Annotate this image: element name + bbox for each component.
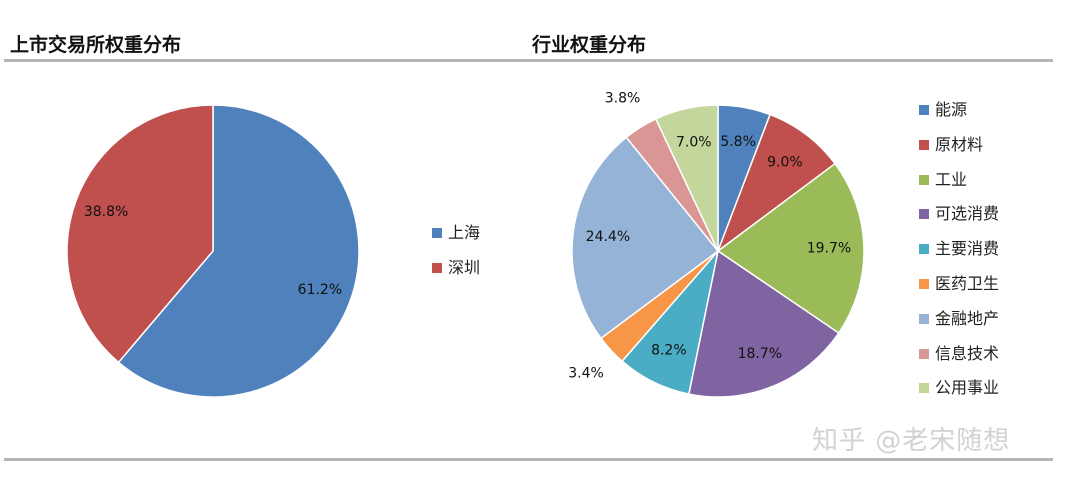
legend-swatch: [919, 209, 929, 220]
legend-label: 上海: [448, 223, 481, 242]
legend-label: 医药卫生: [935, 274, 1000, 293]
industry-value-label-healthcare: 3.4%: [568, 365, 604, 381]
exchange-slice-shenzhen: [66, 104, 214, 364]
industry-value-label-consumer-staples: 8.2%: [651, 342, 687, 358]
legend-label: 信息技术: [935, 343, 1000, 363]
industry-value-label-utilities: 7.0%: [676, 135, 712, 151]
legend-swatch: [432, 263, 442, 273]
industry-slice-financials-real-estate: [571, 136, 720, 340]
top-divider: [4, 59, 1053, 62]
exchange-pie: [66, 104, 360, 398]
exchange-value-label-shanghai: 61.2%: [298, 282, 342, 298]
legend-swatch: [919, 174, 929, 185]
exchange-chart-title: 上市交易所权重分布: [10, 34, 182, 56]
industry-slice-consumer-discretionary: [687, 249, 840, 398]
industry-value-label-financials-real-estate: 24.4%: [586, 229, 630, 245]
legend-label: 主要消费: [935, 239, 1000, 259]
legend-swatch: [919, 139, 929, 150]
legend-label: 公用事业: [935, 378, 1000, 398]
industry-value-label-consumer-discretionary: 18.7%: [738, 346, 782, 362]
legend-swatch: [919, 244, 929, 255]
exchange-value-label-shenzhen: 38.8%: [84, 204, 128, 220]
legend-label: 金融地产: [935, 308, 1000, 328]
legend-swatch: [432, 228, 442, 238]
industry-value-label-industrials: 19.7%: [807, 241, 851, 257]
legend-label: 可选消费: [935, 204, 1000, 224]
watermark: 知乎 @老宋随想: [812, 426, 1011, 456]
industry-slice-utilities: [654, 104, 719, 252]
legend-label: 原材料: [935, 134, 984, 154]
legend-label: 深圳: [448, 258, 481, 277]
legend-label: 工业: [935, 169, 968, 189]
industry-slice-materials: [716, 113, 837, 254]
bottom-divider: [4, 458, 1053, 461]
industry-chart-title: 行业权重分布: [532, 34, 647, 56]
exchange-pie-labels: 61.2% 38.8%: [84, 204, 342, 298]
legend-swatch: [919, 383, 929, 394]
legend-swatch: [919, 279, 929, 289]
legend-swatch: [919, 348, 929, 359]
industry-value-label-materials: 9.0%: [767, 154, 803, 170]
legend-swatch: [919, 105, 929, 115]
exchange-slice-shanghai: [117, 104, 360, 398]
industry-pie-labels: 5.8% 9.0% 19.7% 18.7% 8.2% 3.4% 24.4% 3.8% 7.0%: [568, 90, 851, 381]
industry-value-label-energy: 5.8%: [720, 134, 756, 150]
legend-label: 能源: [935, 100, 968, 119]
industry-value-label-it: 3.8%: [605, 90, 641, 106]
industry-pie: [571, 104, 865, 398]
industry-slice-industrials: [716, 162, 865, 335]
legend-swatch: [919, 313, 929, 324]
